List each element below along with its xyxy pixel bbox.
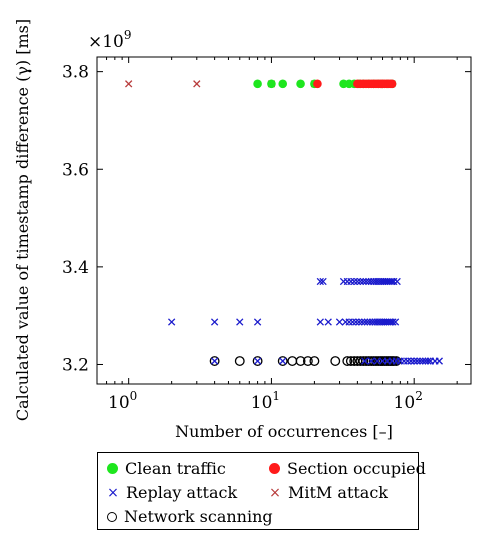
network-scanning-point	[342, 356, 353, 367]
replay-attack-point	[358, 318, 366, 326]
replay-attack-point	[361, 357, 369, 365]
legend-label: Network scanning	[124, 507, 273, 526]
y-tick-label: 3.2	[62, 355, 89, 375]
replay-attack-point	[324, 318, 332, 326]
network-scanning-point	[287, 356, 298, 367]
network-scanning-point	[252, 356, 263, 367]
legend-label: Replay attack	[126, 483, 238, 502]
legend-marker-section-occupied	[269, 463, 280, 474]
replay-attack-point	[253, 318, 262, 326]
legend-label: Clean traffic	[125, 459, 226, 478]
mitm-attack-point	[125, 80, 133, 88]
network-scanning-point	[330, 356, 341, 367]
network-scanning-point	[295, 356, 306, 367]
replay-attack-point	[424, 357, 432, 365]
replay-attack-point	[403, 357, 412, 365]
replay-attack-point	[350, 277, 358, 286]
replay-attack-point	[355, 318, 363, 326]
replay-attack-point	[400, 357, 408, 365]
network-scanning-point	[209, 356, 220, 367]
legend-label: MitM attack	[288, 483, 388, 502]
replay-attack-point	[236, 318, 244, 326]
data-points	[125, 79, 443, 367]
legend: Clean traffic Section occupied × Replay att…	[97, 452, 426, 530]
legend-marker-network-scanning	[107, 511, 117, 522]
replay-attack-point	[391, 318, 400, 326]
y-multiplier: ×109	[88, 28, 132, 52]
legend-label: Section occupied	[287, 459, 426, 478]
replay-attack-point	[373, 357, 381, 365]
axis-ticks: 100 101 102 3.2 3.4 3.6 3.8	[62, 57, 471, 413]
replay-attack-point	[210, 357, 219, 365]
replay-attack-point	[407, 357, 415, 365]
replay-attack-point	[413, 357, 421, 365]
replay-attack-point	[347, 277, 355, 286]
replay-attack-point	[343, 277, 351, 286]
y-tick-label: 3.8	[62, 63, 89, 83]
network-scanning-point	[277, 356, 288, 367]
x-tick-label: 101	[251, 389, 280, 413]
legend-item-replay-attack: × Replay attack	[106, 483, 237, 502]
legend-item-network-scanning: Network scanning	[106, 507, 273, 526]
replay-attack-point	[319, 277, 327, 286]
section-occupied-point	[313, 79, 322, 89]
legend-item-section-occupied: Section occupied	[268, 459, 426, 478]
mitm-attack-point	[193, 80, 201, 88]
y-tick-label: 3.6	[62, 160, 89, 180]
x-tick-label: 102	[394, 389, 423, 413]
replay-attack-point	[356, 277, 365, 286]
section-occupied-point	[387, 79, 397, 89]
replay-attack-point	[393, 277, 401, 286]
y-axis-label: Calculated value of timestamp difference…	[13, 19, 32, 421]
clean-traffic-point	[253, 79, 262, 89]
replay-attack-point	[359, 277, 367, 286]
network-scanning-point	[302, 356, 313, 367]
legend-item-mitm-attack: × MitM attack	[268, 483, 388, 502]
clean-traffic-point	[278, 79, 288, 89]
replay-attack-point	[352, 318, 360, 326]
network-scanning-point	[388, 356, 399, 367]
clean-traffic-point	[267, 79, 276, 89]
x-axis-label: Number of occurrences [–]	[175, 422, 393, 441]
replay-attack-point	[367, 357, 375, 365]
replay-attack-point	[316, 318, 324, 326]
replay-attack-point	[335, 318, 344, 326]
network-scanning-point	[358, 356, 369, 367]
replay-attack-point	[348, 318, 357, 326]
replay-attack-point	[410, 357, 418, 365]
clean-traffic-point	[296, 79, 305, 89]
replay-attack-point	[389, 318, 397, 326]
replay-attack-point	[353, 277, 362, 286]
plot-frame	[96, 56, 472, 385]
replay-attack-point	[345, 318, 353, 326]
legend-marker-mitm-attack: ×	[269, 484, 281, 501]
y-tick-label: 3.4	[62, 258, 89, 278]
replay-attack-point	[279, 357, 287, 365]
replay-attack-point	[253, 357, 262, 365]
replay-attack-point	[435, 357, 443, 365]
replay-attack-point	[361, 318, 369, 326]
replay-attack-point	[416, 357, 424, 365]
legend-marker-replay-attack: ×	[107, 484, 119, 501]
replay-attack-point	[210, 318, 219, 326]
legend-item-clean-traffic: Clean traffic	[106, 459, 226, 478]
replay-attack-point	[316, 277, 324, 286]
replay-attack-point	[167, 318, 176, 326]
legend-marker-clean-traffic	[107, 463, 118, 474]
network-scanning-point	[309, 356, 320, 367]
network-scanning-point	[345, 356, 356, 367]
x-tick-label: 100	[108, 389, 137, 413]
network-scanning-point	[234, 356, 245, 367]
